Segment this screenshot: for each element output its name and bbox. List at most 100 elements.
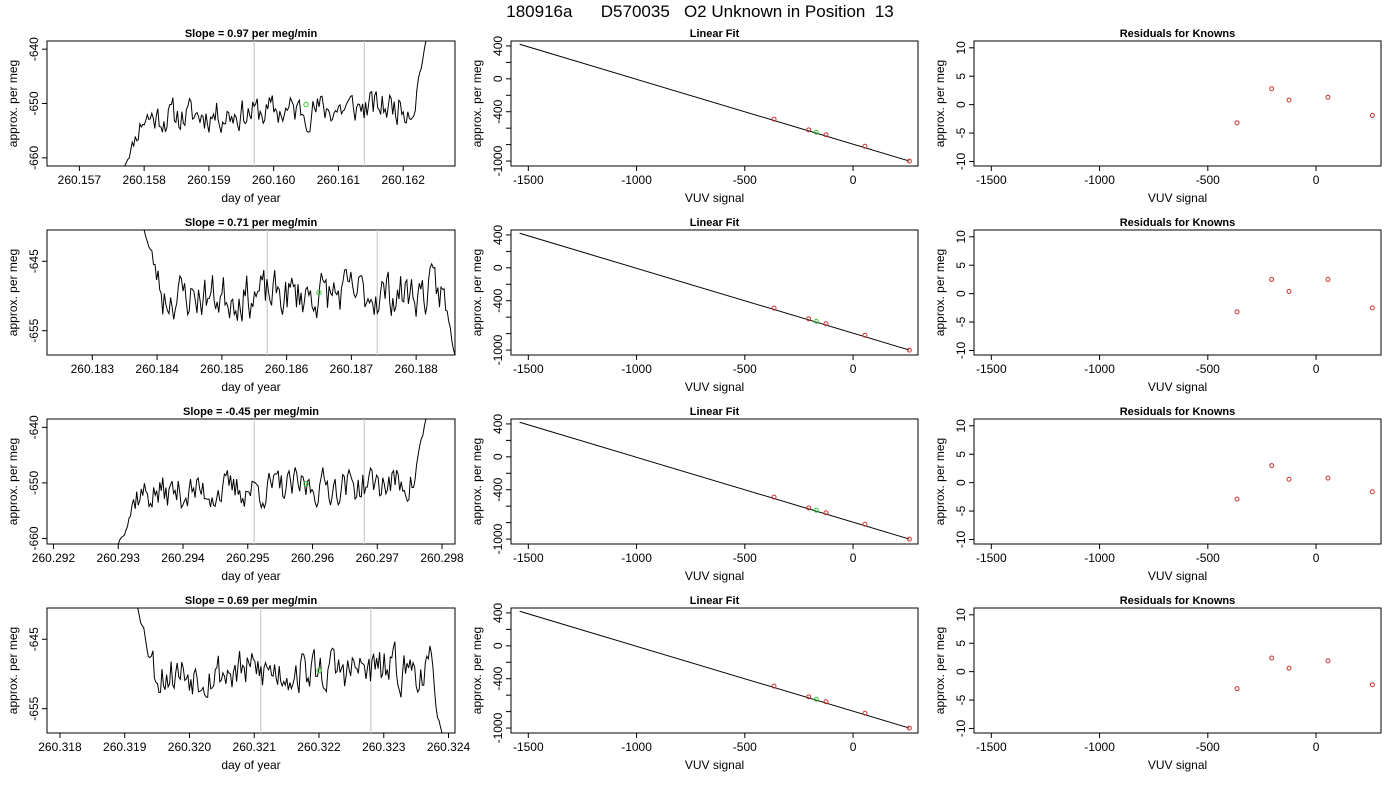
y-tick-label: -645 [27,627,41,651]
panel-title: Residuals for Knowns [1120,217,1236,229]
x-tick-label: 260.298 [420,551,464,565]
y-tick-label: 400 [491,225,505,245]
plot-frame [973,418,1382,545]
unknown-point [316,289,322,296]
x-tick-label: -1000 [621,362,652,376]
plot-frame [46,229,456,356]
y-tick-label: 5 [954,262,968,269]
x-tick-label: 0 [1313,740,1320,754]
known-point [906,347,912,353]
x-tick-label: -1000 [621,740,652,754]
panel-residuals-4: Residuals for Knowns VUV signal approx. pe… [933,595,1382,772]
y-tick-label: -660 [27,526,41,550]
x-axis-label: VUV signal [685,380,744,394]
y-axis-label: approx. per meg [933,60,947,147]
y-tick-label: 0 [954,479,968,486]
x-tick-label: -500 [1196,362,1220,376]
x-tick-label: -1500 [976,740,1007,754]
x-tick-label: -1500 [976,362,1007,376]
y-tick-label: -400 [491,99,505,123]
y-tick-label: -655 [27,696,41,720]
y-tick-label: -5 [954,694,968,705]
y-tick-label: 0 [491,264,505,271]
known-point [823,510,829,516]
x-tick-label: 260.293 [97,551,141,565]
trace-line [117,418,427,545]
residual-point [1325,94,1331,100]
y-tick-label: -10 [954,152,968,170]
y-tick-label: -1000 [491,334,505,365]
y-tick-label: -1000 [491,712,505,743]
x-axis-label: VUV signal [1148,569,1207,583]
y-tick-label: -660 [27,146,41,170]
trace-line [143,229,456,356]
known-point [771,305,777,311]
plot-frame [973,40,1382,167]
residual-point [1234,120,1240,126]
panel-title: Residuals for Knowns [1120,406,1236,418]
panel-residuals-2: Residuals for Knowns VUV signal approx. pe… [933,217,1382,394]
x-tick-label: 260.321 [233,740,277,754]
x-axis-label: day of year [221,380,280,394]
y-tick-label: 0 [491,642,505,649]
y-tick-label: 0 [954,290,968,297]
x-tick-label: 260.318 [38,740,82,754]
y-axis-label: approx. per meg [470,60,484,147]
x-tick-label: 260.320 [168,740,212,754]
x-tick-label: 260.185 [200,362,244,376]
y-tick-label: -10 [954,530,968,548]
x-tick-label: -1500 [513,551,544,565]
panel-title: Residuals for Knowns [1120,595,1236,607]
panel-fit-2: Linear Fit VUV signal approx. per meg -1500… [470,217,919,394]
y-tick-label: 10 [954,608,968,622]
panel-title: Slope = 0.71 per meg/min [185,217,318,229]
known-point [862,710,868,716]
x-tick-label: -1500 [976,173,1007,187]
known-point [806,694,812,700]
x-axis-label: day of year [221,758,280,772]
x-tick-label: -1000 [1084,362,1115,376]
y-tick-label: -5 [954,316,968,327]
y-axis-label: approx. per meg [6,60,20,147]
x-tick-label: 0 [1313,551,1320,565]
x-tick-label: 0 [850,551,857,565]
x-tick-label: 0 [1313,173,1320,187]
known-point [823,699,829,705]
x-axis-label: VUV signal [685,191,744,205]
y-tick-label: -1000 [491,145,505,176]
residual-point [1286,97,1292,103]
residual-point [1286,665,1292,671]
residual-point [1369,682,1375,688]
panel-trace-2: Slope = 0.71 per meg/min day of year appro… [6,217,456,394]
residual-point [1269,276,1275,282]
y-tick-label: -1000 [491,523,505,554]
residual-point [1325,658,1331,664]
trace-line [137,607,443,734]
x-axis-label: VUV signal [1148,191,1207,205]
panel-trace-3: Slope = -0.45 per meg/min day of year appr… [6,406,464,583]
panel-title: Slope = -0.45 per meg/min [183,406,319,418]
x-tick-label: -1500 [513,740,544,754]
panel-title: Slope = 0.69 per meg/min [185,595,318,607]
x-tick-label: -500 [733,173,757,187]
y-tick-label: -400 [491,288,505,312]
x-tick-label: 260.324 [427,740,471,754]
x-tick-label: 260.297 [356,551,400,565]
unknown-point [316,667,322,674]
panel-title: Linear Fit [690,406,740,418]
fit-line [519,421,910,540]
x-tick-label: 260.323 [362,740,406,754]
x-tick-label: 260.184 [135,362,179,376]
known-point [771,116,777,122]
x-tick-label: 260.160 [252,173,296,187]
unknown-point [303,481,309,487]
x-tick-label: 260.157 [58,173,102,187]
fit-line [519,232,910,351]
x-axis-label: VUV signal [1148,758,1207,772]
x-tick-label: 0 [850,362,857,376]
residual-point [1325,276,1331,282]
plot-frame [510,607,919,734]
y-tick-label: -640 [27,37,41,61]
y-tick-label: -650 [27,471,41,495]
